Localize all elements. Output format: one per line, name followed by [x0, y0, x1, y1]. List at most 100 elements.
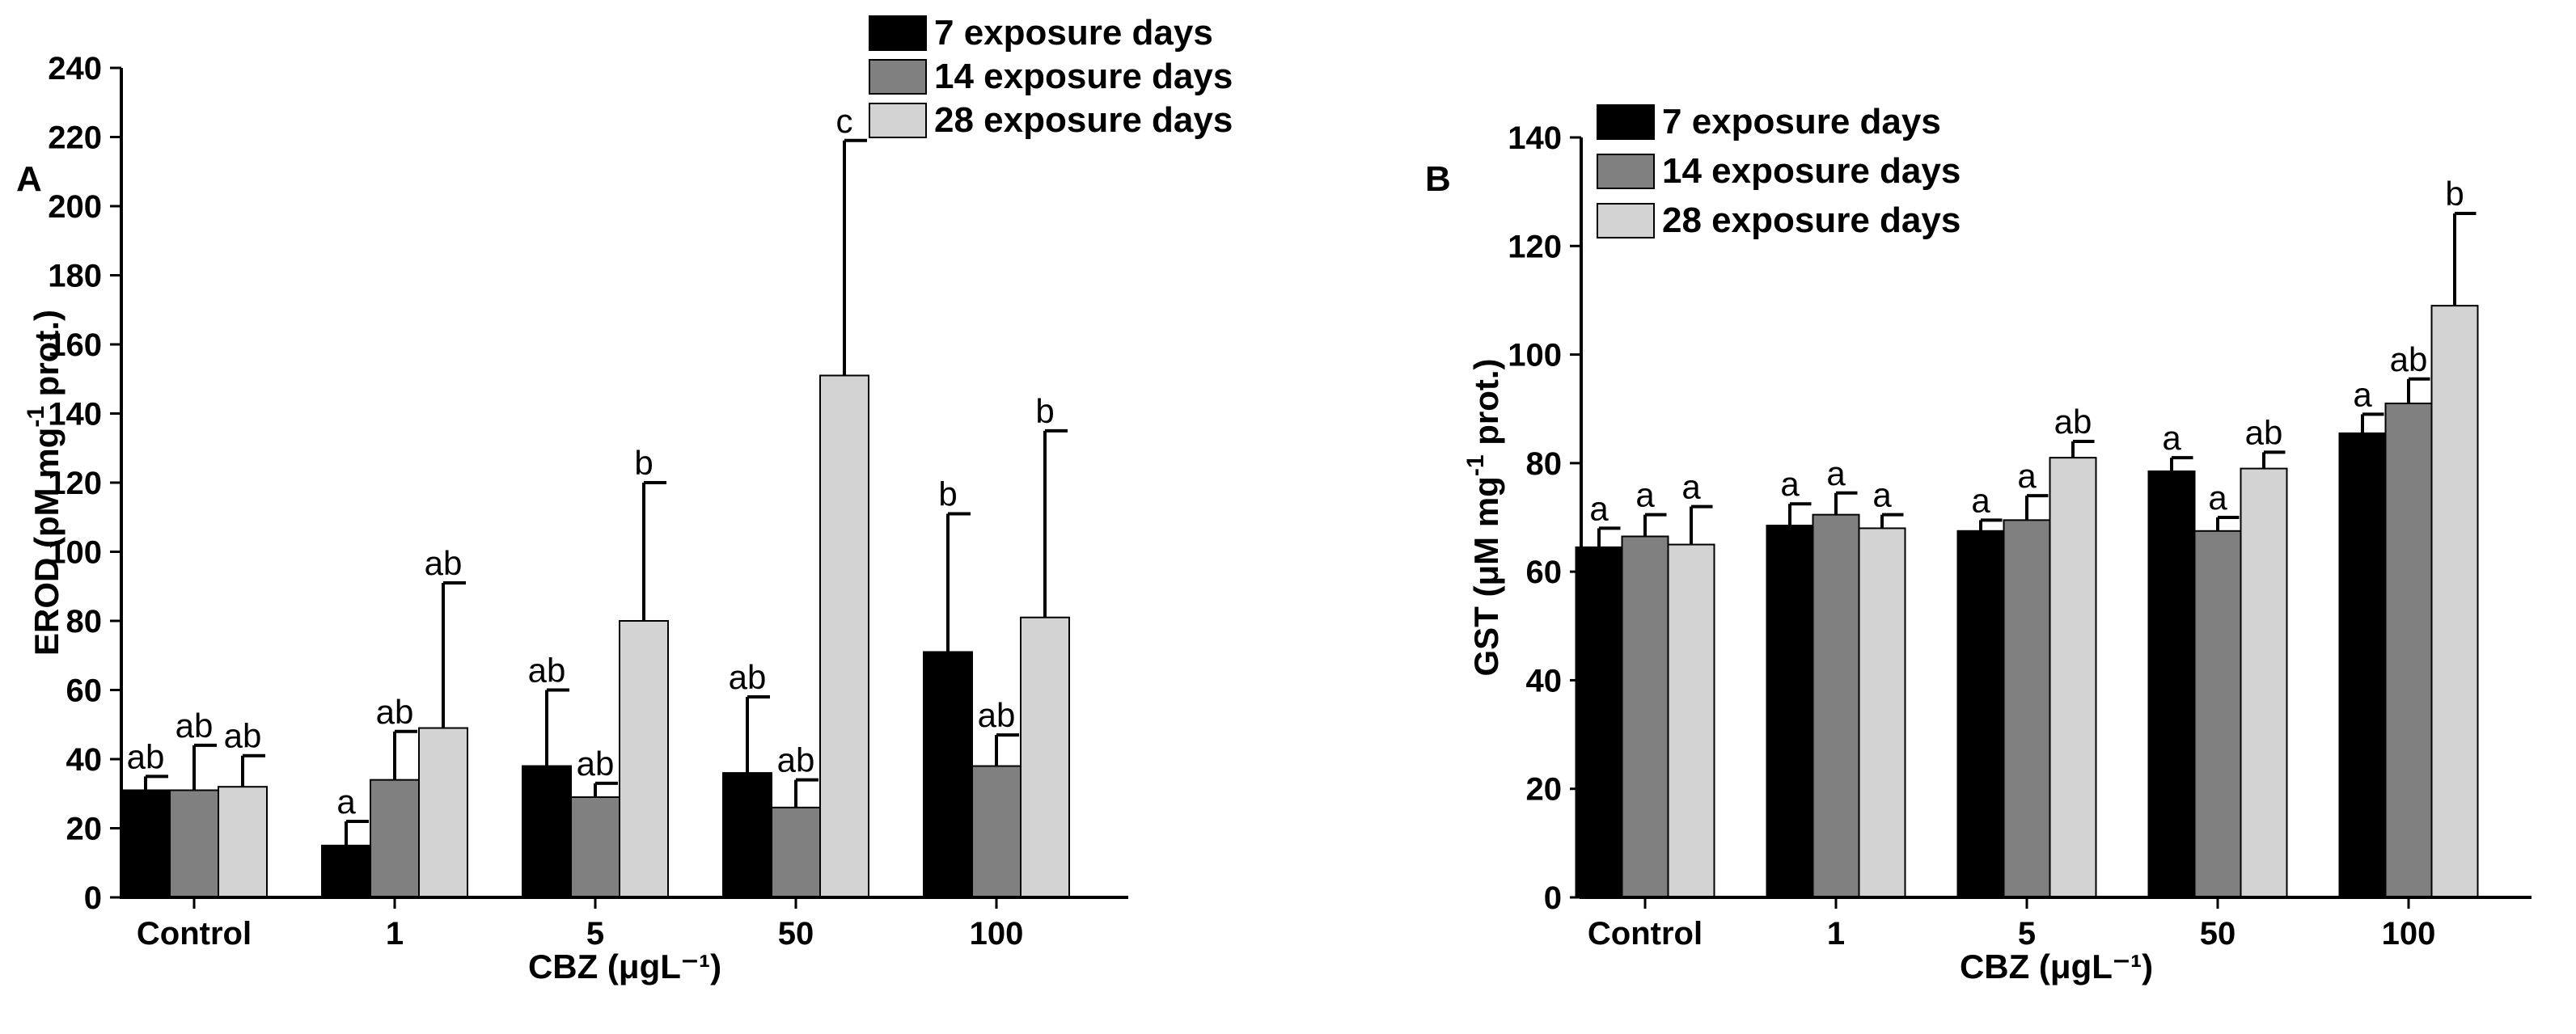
significance-label: a: [1780, 465, 1800, 503]
significance-label: ab: [777, 741, 815, 779]
bar: [218, 786, 268, 899]
x-tick-label: Control: [1588, 916, 1703, 952]
y-tick-label: 0: [84, 880, 102, 916]
bar: [771, 806, 821, 898]
legend-label: 28 exposure days: [1662, 200, 1961, 240]
bar: [1621, 535, 1669, 898]
x-tick-label: Control: [137, 916, 252, 952]
y-axis-title-tail: prot.): [1467, 358, 1505, 454]
y-tick-label: 60: [66, 673, 103, 709]
y-axis-title-superscript: -1: [23, 406, 49, 428]
bar: [570, 796, 620, 899]
significance-label: ab: [577, 745, 615, 783]
x-tick-label: 1: [1827, 916, 1845, 952]
significance-label: ab: [2245, 413, 2283, 451]
x-tick-label: 5: [2018, 916, 2036, 952]
y-axis-title-superscript: -1: [1462, 454, 1489, 476]
y-tick-label: 180: [48, 259, 102, 294]
legend-label: 14 exposure days: [934, 57, 1233, 96]
significance-label: a: [1681, 468, 1701, 506]
y-axis-title: EROD (pM mg-1 prot.): [23, 310, 66, 656]
bar: [418, 727, 468, 899]
legend-swatch: [1597, 104, 1655, 140]
significance-label: ab: [2390, 340, 2428, 378]
bar: [121, 789, 171, 898]
significance-label: b: [938, 475, 957, 513]
bar: [1766, 525, 1814, 898]
significance-label: a: [1826, 454, 1846, 492]
bar: [1812, 513, 1860, 899]
bar: [2384, 403, 2433, 898]
bar: [522, 765, 572, 898]
significance-label: ab: [2054, 403, 2092, 441]
significance-label: ab: [127, 737, 165, 775]
y-tick-label: 120: [48, 466, 102, 501]
significance-label: a: [1971, 481, 1990, 519]
significance-label: ab: [425, 544, 463, 582]
legend-swatch: [869, 103, 927, 138]
bar: [1667, 543, 1715, 898]
y-tick-label: 20: [66, 812, 103, 847]
x-axis-title: CBZ (μgL⁻¹): [528, 947, 721, 985]
bar: [923, 651, 973, 898]
bar: [2430, 305, 2479, 898]
panel-label: A: [16, 159, 42, 199]
x-tick-label: 50: [778, 916, 814, 952]
y-tick-label: 160: [48, 327, 102, 363]
legend-swatch: [1597, 203, 1655, 238]
significance-label: a: [1589, 489, 1609, 527]
y-tick-label: 80: [66, 604, 103, 639]
significance-label: b: [2445, 175, 2464, 213]
y-tick-label: 20: [1526, 772, 1563, 808]
significance-label: a: [2017, 457, 2037, 495]
y-tick-label: 100: [48, 535, 102, 571]
bar: [2147, 470, 2196, 898]
y-axis-title-main: EROD (pM mg: [27, 428, 66, 656]
bar: [619, 620, 669, 898]
significance-label: a: [1872, 476, 1892, 514]
legend-swatch: [1597, 154, 1655, 189]
bar: [1020, 616, 1070, 898]
bar: [169, 789, 219, 898]
y-tick-label: 80: [1526, 446, 1563, 482]
legend-label: 28 exposure days: [934, 100, 1233, 140]
bar: [2193, 530, 2242, 898]
legend-swatch: [869, 15, 927, 51]
significance-label: c: [836, 102, 853, 140]
panel-label: B: [1425, 159, 1451, 199]
significance-label: a: [2353, 375, 2372, 413]
significance-label: ab: [376, 693, 414, 731]
y-tick-label: 140: [1508, 120, 1562, 156]
y-axis-title-main: GST (μM mg: [1467, 476, 1505, 676]
bar: [1575, 546, 1623, 899]
significance-label: a: [2208, 479, 2227, 517]
significance-label: ab: [978, 696, 1016, 734]
bar: [2049, 457, 2097, 898]
y-tick-label: 140: [48, 397, 102, 433]
bar: [1956, 530, 2005, 898]
legend-label: 7 exposure days: [934, 13, 1213, 53]
y-tick-label: 200: [48, 189, 102, 225]
x-tick-label: 5: [586, 916, 604, 952]
legend-label: 7 exposure days: [1662, 102, 1941, 141]
significance-label: a: [1635, 476, 1655, 514]
bar: [2003, 519, 2051, 898]
x-tick-label: 1: [386, 916, 404, 952]
bar: [1858, 527, 1906, 899]
significance-label: a: [2162, 419, 2181, 457]
significance-label: a: [336, 783, 356, 821]
y-tick-label: 40: [1526, 663, 1563, 698]
y-tick-label: 120: [1508, 229, 1562, 264]
y-tick-label: 220: [48, 120, 102, 156]
y-tick-label: 60: [1526, 555, 1563, 590]
bar: [321, 844, 371, 898]
bar: [370, 779, 420, 899]
bar: [2338, 432, 2387, 898]
significance-label: ab: [176, 707, 214, 745]
significance-label: b: [1035, 392, 1054, 430]
y-tick-label: 100: [1508, 338, 1562, 374]
y-axis-title-tail: prot.): [27, 310, 66, 406]
